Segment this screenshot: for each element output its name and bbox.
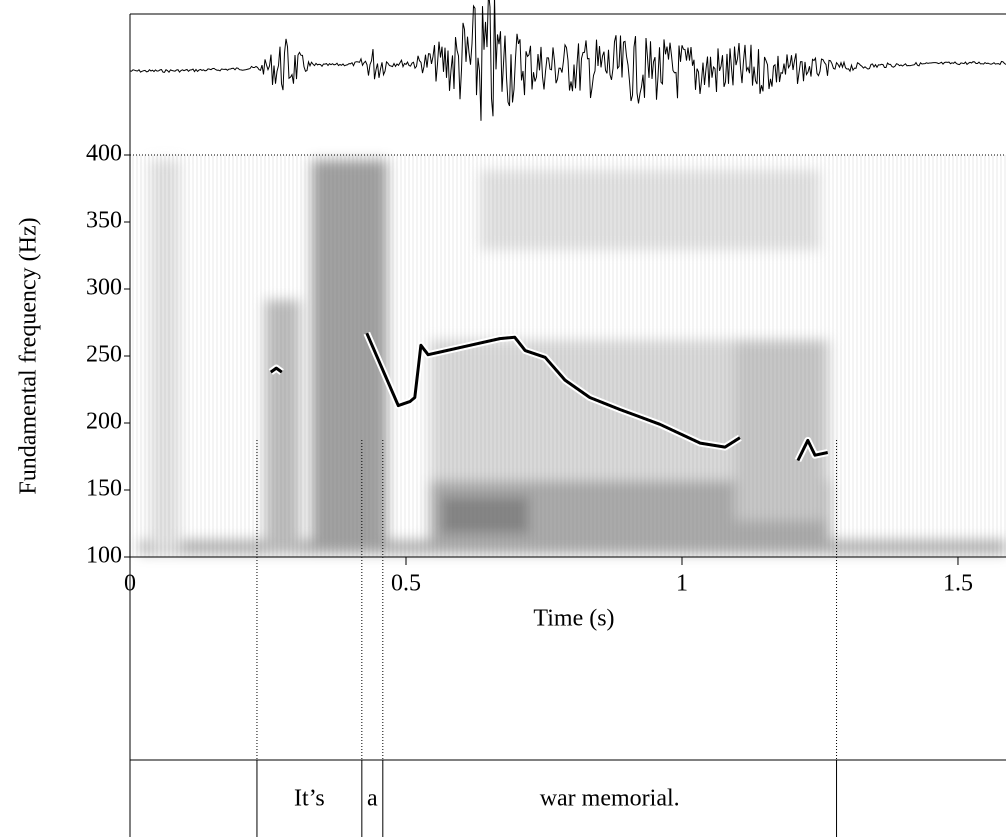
y-tick-label: 200	[86, 409, 122, 435]
plot: 100 150 200 250 300 350 400 0 0.5 1 1.5 It’s a war me…	[86, 141, 1006, 837]
waveform	[129, 0, 1006, 121]
y-axis-label: Fundamental frequency (Hz)	[16, 217, 42, 494]
tier-label: It’s	[294, 786, 325, 812]
pitch-line	[269, 332, 829, 462]
x-axis-label: Time (s)	[533, 606, 614, 632]
y-tick-label: 100	[86, 543, 122, 569]
x-tick-label: 0	[124, 571, 136, 597]
y-tick-label: 400	[86, 141, 122, 167]
y-tick-label: 300	[86, 275, 122, 301]
x-tick-label: 1	[676, 571, 688, 597]
spectrogram	[130, 155, 1006, 557]
x-tick-label: 0.5	[391, 571, 421, 597]
tier-label: a	[367, 786, 378, 812]
tier-label: war memorial.	[540, 786, 680, 812]
y-tick-label: 250	[86, 342, 122, 368]
y-tick-label: 150	[86, 476, 122, 502]
y-tick-label: 350	[86, 208, 122, 234]
x-tick-label: 1.5	[943, 571, 973, 597]
